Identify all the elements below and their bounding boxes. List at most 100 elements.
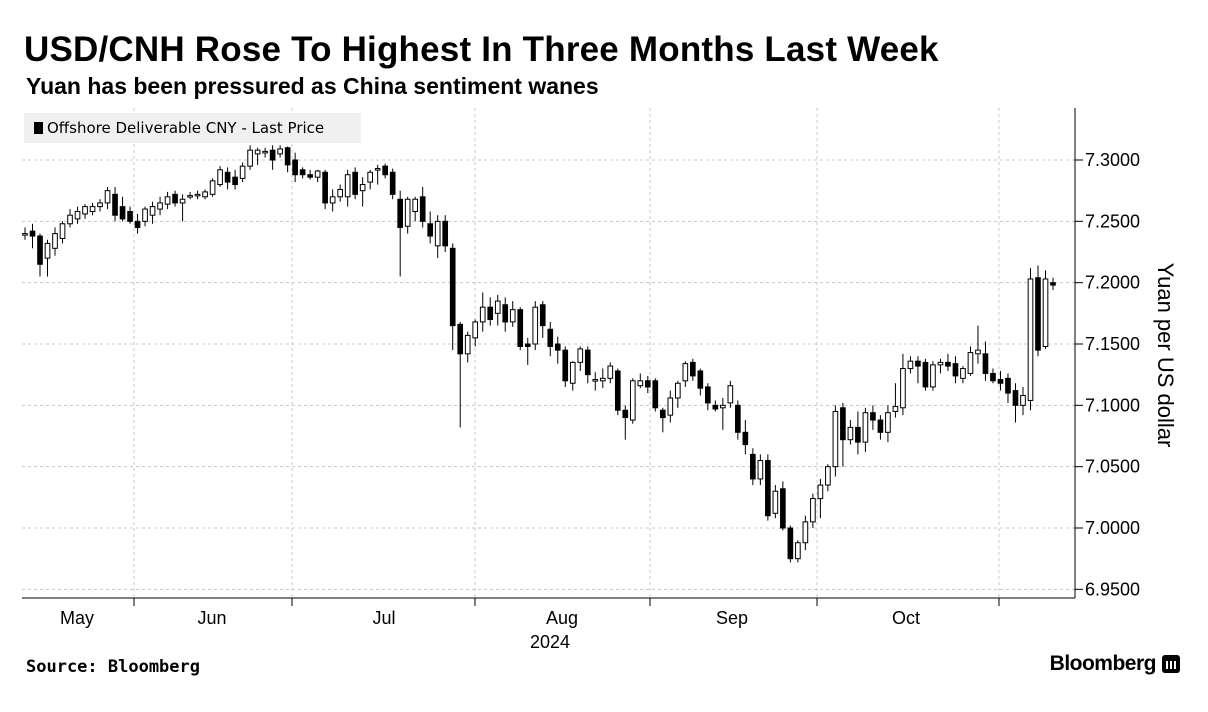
candle xyxy=(937,358,944,374)
candle xyxy=(487,297,494,326)
candle xyxy=(232,169,238,190)
candle-body-up xyxy=(254,149,261,155)
candle-body-down xyxy=(742,431,749,446)
candle-body-up xyxy=(239,165,246,179)
candle-body-up xyxy=(277,148,283,155)
candle-body-up xyxy=(667,397,674,416)
candle xyxy=(104,186,111,210)
candle xyxy=(1020,386,1026,416)
candle xyxy=(44,239,51,277)
candle-body-down xyxy=(554,343,561,351)
candle-body-up xyxy=(104,190,111,204)
candle-body-down xyxy=(442,220,449,247)
candle-body-down xyxy=(427,223,434,237)
candle xyxy=(569,361,576,391)
candle xyxy=(975,325,981,364)
y-tick-label: 7.1000 xyxy=(1085,395,1140,415)
candle xyxy=(787,525,794,563)
candle xyxy=(599,368,606,389)
candle xyxy=(900,353,906,416)
candle xyxy=(1050,277,1056,291)
candle xyxy=(637,373,644,389)
candle xyxy=(382,163,389,179)
candle-body-down xyxy=(1050,282,1056,286)
candle xyxy=(314,169,321,183)
candle xyxy=(434,215,441,259)
candle-body-down xyxy=(37,235,43,265)
candle xyxy=(554,336,561,364)
candle xyxy=(607,362,614,384)
candle-body-up xyxy=(412,198,419,213)
candle-body-down xyxy=(382,165,389,176)
candle-body-up xyxy=(337,188,343,198)
candle xyxy=(735,400,741,440)
candle xyxy=(990,368,996,384)
candle-body-down xyxy=(127,211,133,222)
brand-name: Bloomberg xyxy=(1049,652,1157,675)
candle xyxy=(652,378,659,412)
candle-body-up xyxy=(179,198,186,204)
candle-body-up xyxy=(757,460,764,480)
candle-body-down xyxy=(952,363,959,377)
candle xyxy=(224,167,231,190)
candle xyxy=(825,464,831,492)
candle-body-up xyxy=(97,202,103,208)
candle xyxy=(892,383,899,418)
candle-body-up xyxy=(164,196,171,205)
candle xyxy=(374,164,381,185)
candle xyxy=(457,321,464,428)
candle xyxy=(59,221,66,244)
candle-body-up xyxy=(832,410,839,468)
candle xyxy=(952,356,959,384)
candle xyxy=(780,481,786,531)
candle-body-up xyxy=(825,466,831,486)
candle-body-down xyxy=(735,404,741,433)
candle-body-down xyxy=(652,380,659,409)
candle-body-up xyxy=(569,361,576,384)
candle xyxy=(1042,270,1049,349)
candle xyxy=(982,341,989,381)
candle xyxy=(449,243,456,351)
candle xyxy=(967,346,974,376)
candle xyxy=(389,168,396,200)
candle xyxy=(862,407,869,452)
candle-body-down xyxy=(284,147,291,166)
candle xyxy=(659,407,666,433)
candle-body-down xyxy=(787,527,794,560)
x-year-label: 2024 xyxy=(530,632,570,652)
y-tick-label: 7.2000 xyxy=(1085,273,1140,293)
candle-body-up xyxy=(1020,395,1026,406)
candle xyxy=(112,186,118,222)
candle-body-up xyxy=(674,382,681,399)
candle-body-down xyxy=(877,419,884,433)
candle xyxy=(292,152,298,183)
candle xyxy=(464,331,471,363)
candle-body-up xyxy=(202,191,208,198)
candle-body-down xyxy=(502,304,509,323)
candle-body-down xyxy=(172,193,178,204)
candle xyxy=(127,206,133,224)
candle xyxy=(502,297,509,332)
candle xyxy=(907,356,914,374)
bloomberg-logo: Bloomberg xyxy=(1050,652,1180,676)
candle-body-up xyxy=(1042,278,1049,347)
candle xyxy=(284,146,291,173)
candle-body-down xyxy=(1005,377,1011,394)
candle-body-up xyxy=(637,380,644,387)
candle xyxy=(254,147,261,165)
candle xyxy=(322,169,328,210)
candle-body-up xyxy=(217,169,223,186)
candle xyxy=(810,493,816,528)
candle xyxy=(547,321,554,357)
candle-body-down xyxy=(539,304,546,327)
candle-body-up xyxy=(149,206,156,216)
candle xyxy=(915,356,921,384)
candle xyxy=(517,307,524,351)
legend: Offshore Deliverable CNY - Last Price xyxy=(24,113,361,143)
candle-body-down xyxy=(397,198,404,228)
candle xyxy=(524,337,531,365)
candle-body-down xyxy=(352,171,358,195)
candle-body-up xyxy=(577,348,584,363)
candle-body-up xyxy=(194,193,201,197)
candle xyxy=(712,400,719,412)
